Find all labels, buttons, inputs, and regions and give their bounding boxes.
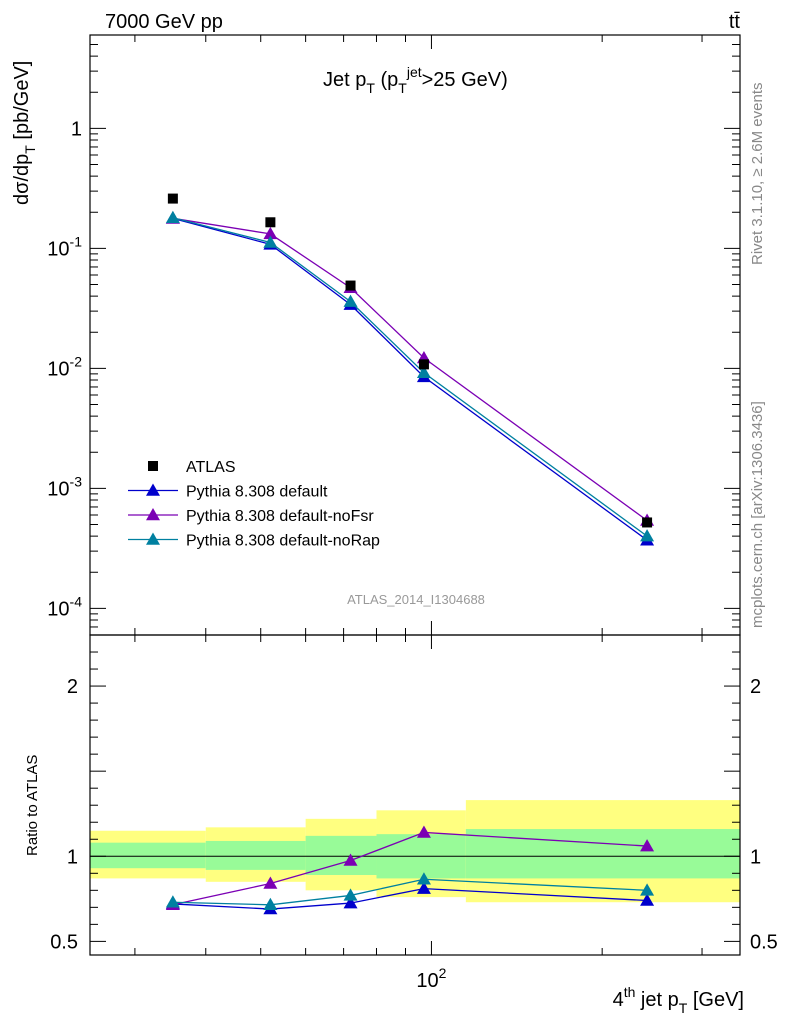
ratio-point-pythia-8-308-default-nofsr [263, 876, 278, 889]
ratio-point-pythia-8-308-default-nofsr [640, 839, 655, 852]
legend-marker-pythia-8-308-default-nofsr [146, 508, 160, 521]
ratio-point-pythia-8-308-default-nofsr [416, 825, 431, 838]
point-atlas [418, 359, 429, 370]
point-pythia-8-308-default-norap [640, 529, 655, 542]
ratio-y-tick-label: 2 [67, 676, 78, 698]
legend-marker-pythia-8-308-default [146, 483, 160, 496]
uncertainty-band-inner [305, 835, 377, 875]
mcplots-label: mcplots.cern.ch [arXiv:1306.3436] [749, 401, 766, 628]
ratio-y-tick-label-right: 1 [750, 846, 761, 868]
plot-title: Jet pT (pTjet>25 GeV) [323, 64, 508, 96]
y-tick-label: 10-4 [47, 593, 82, 620]
legend-marker-pythia-8-308-default-norap [146, 532, 160, 545]
y-tick-label: 10-1 [47, 233, 82, 260]
ratio-y-tick-label-right: 0.5 [750, 931, 778, 953]
ratio-point-pythia-8-308-default [343, 896, 358, 909]
legend-label-pythia-8-308-default-nofsr: Pythia 8.308 default-noFsr [186, 508, 374, 525]
legend-label-atlas: ATLAS [186, 459, 236, 476]
y-axis-label: dσ/dpT [pb/GeV] [11, 61, 38, 205]
x-axis-label: 4th jet pT [GeV] [613, 984, 744, 1016]
point-atlas [167, 193, 178, 204]
ratio-point-pythia-8-308-default-norap [263, 897, 278, 911]
analysis-id: ATLAS_2014_I1304688 [347, 592, 485, 607]
rivet-label: Rivet 3.1.10, ≥ 2.6M events [749, 83, 766, 266]
ratio-point-pythia-8-308-default-norap [343, 888, 358, 901]
legend-label-pythia-8-308-default-norap: Pythia 8.308 default-noRap [186, 533, 380, 550]
point-atlas [265, 217, 276, 228]
y-tick-label: 10-3 [47, 473, 82, 500]
main-panel: 10-4 10-3 10-2 10-1 1 [47, 34, 741, 636]
legend-label-pythia-8-308-default: Pythia 8.308 default [186, 484, 328, 501]
y-tick-label: 10-2 [47, 353, 82, 380]
y-tick-label: 1 [71, 118, 82, 140]
ratio-y-tick-label: 1 [67, 846, 78, 868]
uncertainty-band-inner [205, 840, 306, 870]
energy-label: 7000 GeV pp [105, 11, 223, 33]
ratio-y-tick-label-right: 2 [750, 676, 761, 698]
point-pythia-8-308-default-norap [263, 235, 278, 248]
point-pythia-8-308-default-norap [343, 294, 358, 307]
point-pythia-8-308-default-nofsr [263, 226, 278, 240]
point-atlas [642, 517, 653, 528]
ratio-point-pythia-8-308-default-norap [416, 872, 431, 885]
point-pythia-8-308-default-norap [165, 210, 180, 223]
legend: ATLAS Pythia 8.308 default Pythia 8.308 de… [128, 459, 380, 550]
uncertainty-band-inner [90, 842, 206, 869]
ratio-y-axis-label: Ratio to ATLAS [24, 755, 41, 856]
process-label: tt̄ [729, 11, 741, 33]
ratio-point-pythia-8-308-default [640, 893, 655, 906]
point-pythia-8-308-default-norap [416, 365, 431, 378]
x-tick-label: 102 [416, 965, 446, 992]
ratio-point-pythia-8-308-default [416, 881, 431, 894]
ratio-panel: 0.5 0.5 1 1 2 2 102 [50, 634, 778, 992]
series-line-pythia-8-308-default-nofsr [172, 217, 648, 522]
ratio-point-pythia-8-308-default-norap [640, 883, 655, 896]
legend-marker-atlas [148, 461, 158, 471]
ratio-y-tick-label: 0.5 [50, 931, 78, 953]
ratio-point-pythia-8-308-default-norap [165, 895, 180, 908]
ratio-point-pythia-8-308-default-nofsr [343, 853, 358, 866]
point-atlas [345, 280, 356, 291]
ratio-frame [89, 634, 741, 956]
uncertainty-band-inner [465, 829, 740, 879]
